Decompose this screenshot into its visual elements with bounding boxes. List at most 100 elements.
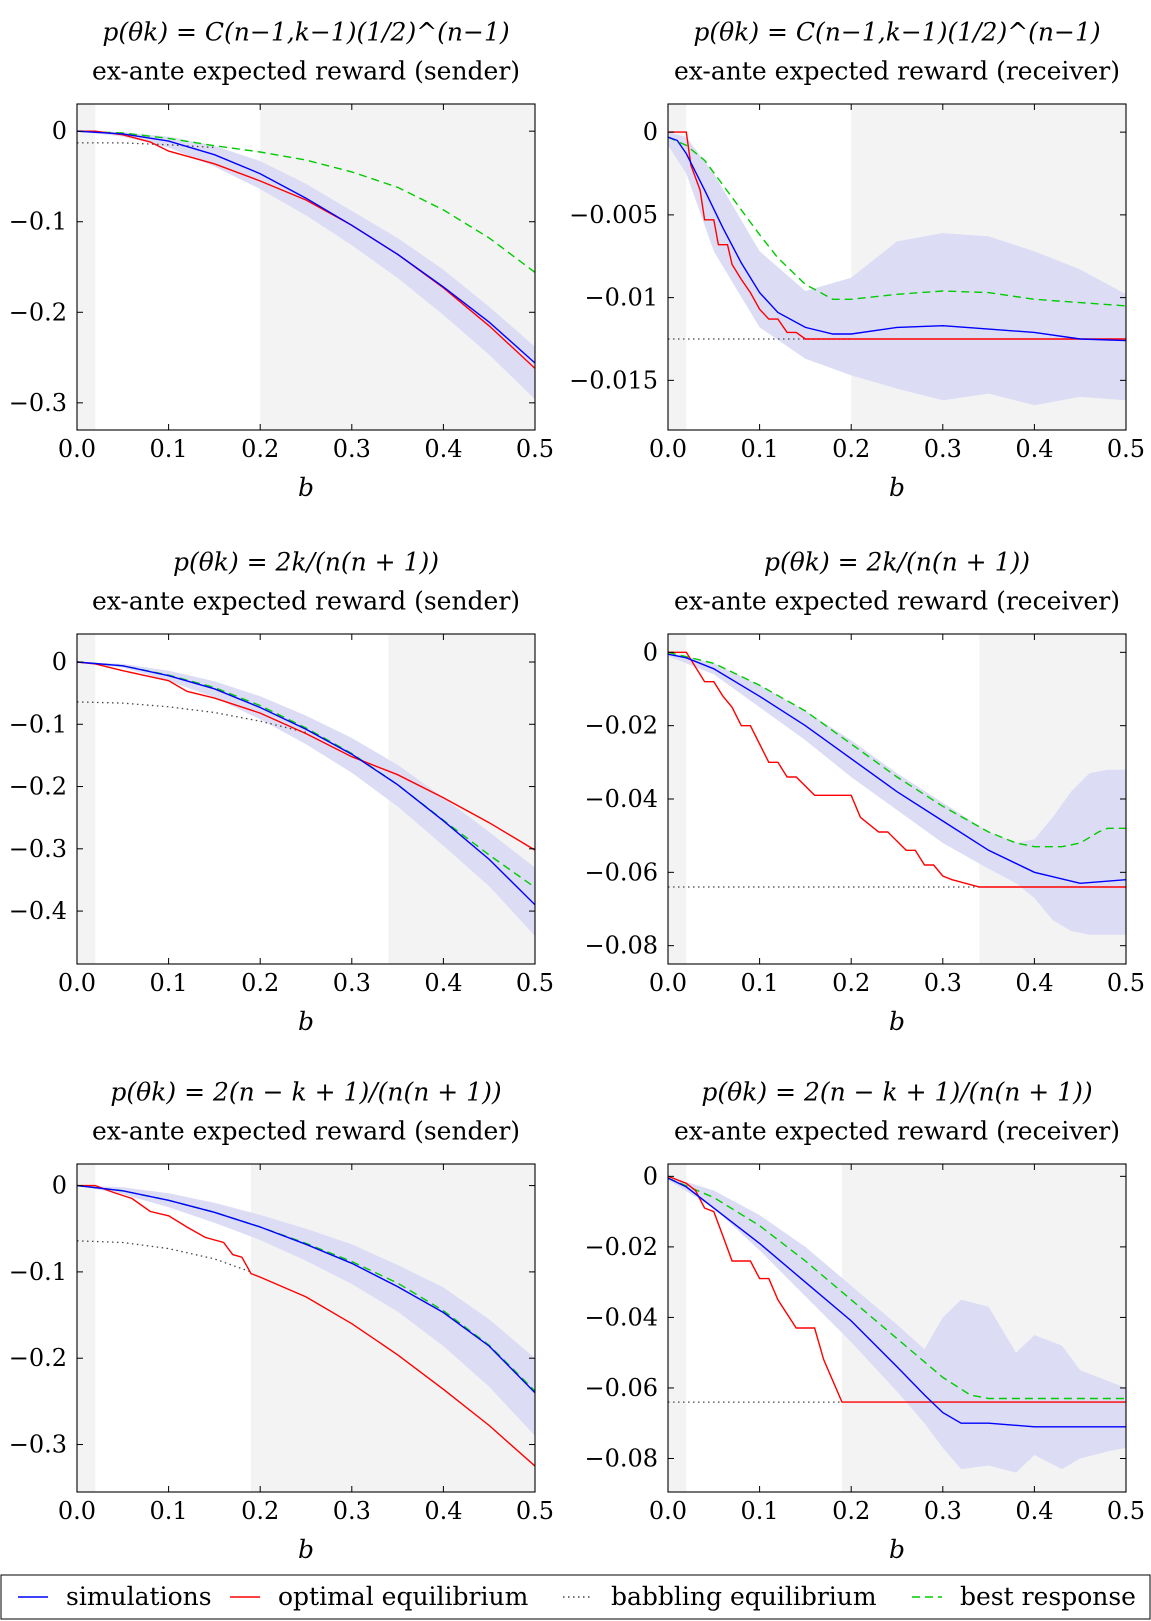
axes-frame [76,103,536,431]
y-tick-label: 0 [643,638,658,666]
x-tick-label: 0.1 [150,969,188,997]
x-tick-label: 0.2 [832,1497,870,1525]
chart-title: p(θk) = 2(n − k + 1)/(n(n + 1)) [110,1077,501,1106]
y-tick-label: −0.01 [584,284,658,312]
x-tick-label: 0.1 [741,969,779,997]
x-tick-label: 0.3 [333,1497,371,1525]
y-tick-label: −0.4 [9,897,67,925]
y-tick-label: −0.08 [584,1444,658,1472]
shaded-region [668,634,687,964]
y-tick-label: −0.2 [9,298,67,326]
plot-area [668,1164,1126,1492]
series-line-best-response [668,1177,1126,1400]
axes-frame [76,633,536,965]
chart-panel-2: p(θk) = C(n−1,k−1)(1/2)^(n−1) ex-ante exp… [569,17,1145,502]
series-line-babbling-equilibrium [77,1240,252,1273]
series-line-simulations [668,653,1126,885]
series-line-best-response [77,661,535,888]
x-tick-label: 0.5 [1107,1497,1145,1525]
chart-title: p(θk) = 2k/(n(n + 1)) [173,547,439,576]
x-tick-label: 0.4 [424,1497,462,1525]
y-tick-label: −0.3 [9,389,67,417]
y-tick-label: 0 [643,118,658,146]
x-tick-label: 0.3 [333,969,371,997]
x-tick-label: 0.5 [1107,435,1145,463]
y-tick-label: −0.08 [584,932,658,960]
shaded-region [77,104,96,430]
x-tick-label: 0.0 [649,435,687,463]
simulation-band [668,1176,1126,1473]
x-tick-label: 0.4 [1015,969,1053,997]
x-tick-label: 0.4 [424,435,462,463]
series-line-optimal-equilibrium [77,661,535,851]
chart-panel-4: p(θk) = 2k/(n(n + 1)) ex-ante expected re… [584,547,1145,1036]
series-line-optimal-equilibrium [77,1184,535,1467]
legend-label: best response [960,1582,1136,1611]
y-tick-label: −0.015 [569,366,658,394]
x-tick-label: 0.3 [924,1497,962,1525]
chart-panel-6: p(θk) = 2(n − k + 1)/(n(n + 1)) ex-ante e… [584,1077,1145,1564]
plot-area [77,634,535,964]
chart-title: p(θk) = 2k/(n(n + 1)) [764,547,1030,576]
legend-box [0,1574,1151,1620]
y-tick-label: −0.1 [9,710,67,738]
series-line-simulations [77,130,535,364]
y-tick-label: −0.2 [9,1344,67,1372]
x-tick-label: 0.0 [58,435,96,463]
x-tick-label: 0.3 [924,435,962,463]
x-tick-label: 0.2 [241,1497,279,1525]
shaded-region [77,634,96,964]
series-line-simulations [77,661,535,906]
chart-subtitle: ex-ante expected reward (sender) [92,586,520,615]
y-tick-label: 0 [52,1172,67,1200]
series-line-optimal-equilibrium [77,130,535,369]
axes-frame [667,1163,1127,1493]
chart-title: p(θk) = 2(n − k + 1)/(n(n + 1)) [701,1077,1092,1106]
y-tick-label: −0.02 [584,712,658,740]
series-line-simulations [668,1177,1126,1428]
y-tick-label: −0.1 [9,208,67,236]
series-line-simulations [77,1184,535,1394]
simulation-band [668,652,1126,935]
series-line-optimal-equilibrium [668,131,1126,340]
y-tick-label: −0.1 [9,1258,67,1286]
x-tick-label: 0.1 [150,435,188,463]
chart-subtitle: ex-ante expected reward (receiver) [674,56,1120,85]
shaded-region [668,104,687,430]
x-tick-label: 0.1 [741,435,779,463]
simulation-band [77,662,535,936]
y-tick-label: −0.005 [569,201,658,229]
shaded-region [668,1164,687,1492]
legend: simulations optimal equilibrium babbling e… [0,1574,1151,1620]
x-axis-label: b [298,473,314,502]
chart-subtitle: ex-ante expected reward (receiver) [674,586,1120,615]
plot-area [77,104,535,430]
chart-subtitle: ex-ante expected reward (sender) [92,56,520,85]
y-tick-label: 0 [643,1162,658,1190]
plot-area [668,104,1126,430]
series-line-optimal-equilibrium [668,651,1126,888]
y-tick-label: −0.06 [584,1374,658,1402]
x-axis-label: b [889,473,905,502]
series-line-best-response [668,136,1126,307]
x-tick-label: 0.2 [832,435,870,463]
y-tick-label: −0.04 [584,785,658,813]
series-line-optimal-equilibrium [668,1175,1126,1403]
y-tick-label: −0.04 [584,1303,658,1331]
axes-frame [667,103,1127,431]
x-tick-label: 0.0 [649,1497,687,1525]
plot-area [668,634,1126,964]
x-axis-label: b [889,1535,905,1564]
chart-panel-1: p(θk) = C(n−1,k−1)(1/2)^(n−1) ex-ante exp… [9,17,554,502]
chart-subtitle: ex-ante expected reward (receiver) [674,1116,1120,1145]
chart-panel-5: p(θk) = 2(n − k + 1)/(n(n + 1)) ex-ante e… [9,1077,554,1564]
x-axis-label: b [298,1007,314,1036]
y-tick-label: −0.06 [584,858,658,886]
x-tick-label: 0.4 [1015,1497,1053,1525]
legend-label: optimal equilibrium [278,1582,529,1611]
x-tick-label: 0.5 [516,969,554,997]
x-tick-label: 0.0 [58,969,96,997]
y-tick-label: −0.3 [9,835,67,863]
legend-label: babbling equilibrium [611,1582,877,1611]
